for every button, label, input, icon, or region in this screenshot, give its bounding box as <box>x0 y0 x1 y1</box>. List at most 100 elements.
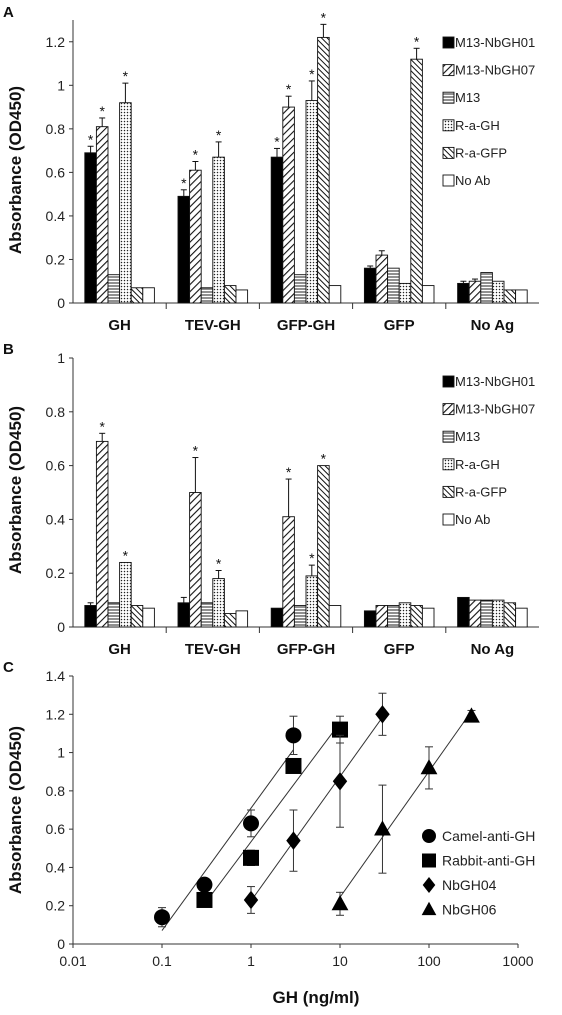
category-label: No Ag <box>471 317 515 334</box>
bar <box>235 289 249 304</box>
legend-label: No Ab <box>455 173 490 188</box>
panel-c-legend: Camel-anti-GH Rabbit-anti-GH NbGH04 NbGH06 <box>421 828 535 918</box>
data-point <box>285 727 302 744</box>
significance-asterisk: * <box>286 464 292 480</box>
y-tick-label: 0.8 <box>46 121 66 137</box>
data-point <box>331 895 349 911</box>
panel-b-bar-chart: B Absorbance (OD450) 00.20.40.60.81 ****… <box>3 341 539 658</box>
y-tick-label: 1.4 <box>46 668 66 684</box>
bar <box>387 605 400 628</box>
legend-label: M13-NbGH07 <box>455 63 535 78</box>
bar <box>84 152 97 304</box>
data-point <box>374 820 391 836</box>
bar <box>515 607 528 628</box>
bar <box>189 492 202 628</box>
bar <box>212 578 225 628</box>
significance-asterisk: * <box>321 9 327 25</box>
legend-marker <box>422 853 436 868</box>
trend-line <box>250 716 383 902</box>
legend-label: Camel-anti-GH <box>442 828 535 844</box>
panel-c-scatter-chart: C Absorbance (OD450) GH (ng/ml) 00.20.40… <box>3 659 535 1007</box>
trend-line <box>339 710 472 898</box>
y-tick-label: 0.6 <box>46 458 66 474</box>
legend-swatch <box>442 174 455 187</box>
legend-label: Rabbit-anti-GH <box>442 853 535 869</box>
bar <box>468 599 482 628</box>
significance-asterisk: * <box>193 147 199 163</box>
legend-label: M13 <box>455 90 480 105</box>
significance-asterisk: * <box>309 66 315 82</box>
panel-a-letter: A <box>3 4 14 21</box>
panel-a-y-ticks: 0 0.2 0.4 0.6 0.8 1 1.2 <box>46 20 539 311</box>
y-tick-label: 0.2 <box>46 251 66 267</box>
legend-label: M13-NbGH07 <box>455 402 535 417</box>
data-point <box>243 815 259 832</box>
bar <box>270 607 284 628</box>
legend-swatch <box>442 403 455 416</box>
x-tick-label: 1000 <box>502 953 533 969</box>
bar <box>130 605 144 628</box>
significance-asterisk: * <box>123 68 129 84</box>
legend-swatch <box>442 458 455 471</box>
bar <box>421 285 435 304</box>
bar <box>223 613 237 628</box>
data-point <box>243 890 259 910</box>
bar <box>503 289 517 304</box>
panel-b-y-axis-title: Absorbance (OD450) <box>6 406 25 574</box>
bar <box>491 280 505 304</box>
data-point <box>243 849 259 866</box>
bar <box>387 267 400 304</box>
y-tick-label: 1 <box>57 350 65 366</box>
bar <box>235 610 249 628</box>
category-label: TEV-GH <box>185 317 241 334</box>
panel-a-bars: * * * * * * * * * * * <box>84 9 528 304</box>
bar <box>119 102 132 304</box>
y-tick-label: 0.6 <box>46 164 66 180</box>
legend-label: NbGH04 <box>442 877 497 893</box>
x-tick-label: 1 <box>247 953 255 969</box>
bar <box>457 596 470 628</box>
x-tick-label: 0.1 <box>152 953 172 969</box>
legend-marker <box>422 829 436 843</box>
bar <box>177 195 191 304</box>
panel-a-categories: GH TEV-GH GFP-GH GFP No Ag <box>108 303 514 334</box>
significance-asterisk: * <box>99 103 105 119</box>
significance-asterisk: * <box>286 81 292 97</box>
bar <box>398 602 412 628</box>
legend-label: R-a-GFP <box>455 145 507 160</box>
bar <box>328 285 342 304</box>
bar <box>328 605 342 628</box>
bar <box>142 607 155 628</box>
bar <box>317 465 330 628</box>
significance-asterisk: * <box>88 131 94 147</box>
category-label: GH <box>108 317 131 334</box>
legend-label: M13-NbGH01 <box>455 374 535 389</box>
significance-asterisk: * <box>274 133 280 149</box>
panel-a-legend: M13-NbGH01 M13-NbGH07 M13 R-a-GH R-a-GFP No A… <box>442 35 535 188</box>
bar <box>375 605 389 628</box>
bar <box>212 156 225 304</box>
x-tick-label: 10 <box>332 953 348 969</box>
y-tick-label: 0.4 <box>46 511 66 527</box>
legend-label: R-a-GH <box>455 118 500 133</box>
category-label: No Ag <box>471 641 515 658</box>
trend-line <box>161 749 294 931</box>
legend-swatch <box>442 119 455 132</box>
y-tick-label: 1.2 <box>46 34 66 50</box>
panel-c-y-ticks: 0 0.2 0.4 0.6 0.8 1 1.2 1.4 <box>46 668 73 952</box>
panel-c-x-ticks: 0.01 0.1 1 10 100 1000 <box>59 944 534 969</box>
bar <box>107 274 121 304</box>
data-point <box>420 759 438 775</box>
legend-label: R-a-GH <box>455 457 500 472</box>
y-tick-label: 0.4 <box>46 859 66 875</box>
legend-swatch <box>442 430 455 443</box>
legend-swatch <box>442 513 455 526</box>
bar <box>200 287 214 304</box>
data-point <box>375 705 390 724</box>
panel-c-x-axis-title: GH (ng/ml) <box>273 988 360 1007</box>
bar <box>84 605 97 628</box>
legend-swatch <box>442 64 455 77</box>
data-point <box>463 707 480 723</box>
bar <box>491 599 505 628</box>
data-point <box>332 772 348 791</box>
